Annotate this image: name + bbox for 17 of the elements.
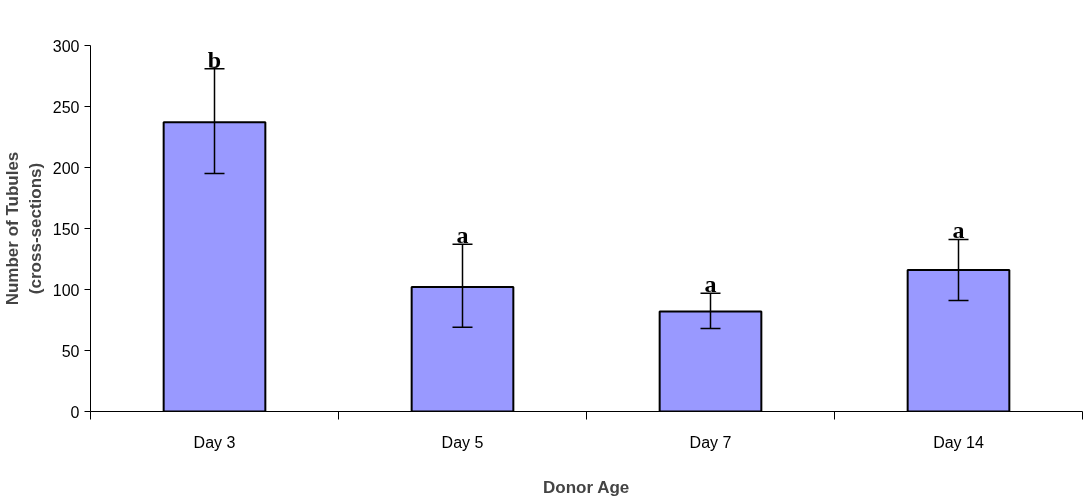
annotation: a bbox=[704, 271, 717, 298]
x-axis-title: Donor Age bbox=[543, 477, 630, 497]
x-tick-label: Day 5 bbox=[441, 433, 484, 451]
x-tick-label: Day 7 bbox=[689, 433, 732, 451]
y-tick-label: 150 bbox=[52, 220, 80, 238]
y-axis-title: Number of Tubules (cross-sections) bbox=[3, 151, 45, 306]
y-tick-label: 50 bbox=[61, 342, 80, 360]
y-tick-label: 100 bbox=[52, 281, 80, 299]
annotation: a bbox=[456, 222, 469, 249]
annotation: b bbox=[207, 46, 222, 73]
x-tick-label: Day 3 bbox=[193, 433, 236, 451]
y-tick-label: 200 bbox=[52, 159, 80, 177]
annotation: a bbox=[952, 217, 965, 244]
y-tick-label: 250 bbox=[52, 98, 80, 116]
y-tick-label: 0 bbox=[70, 403, 80, 421]
y-tick-label: 300 bbox=[52, 37, 80, 55]
x-tick-label: Day 14 bbox=[933, 433, 984, 451]
